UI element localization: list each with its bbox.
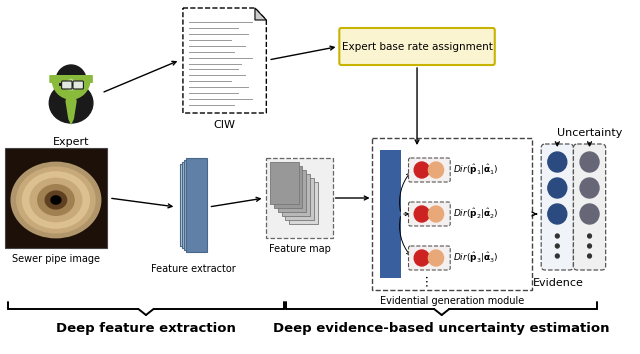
Circle shape [580,204,599,224]
Ellipse shape [50,195,61,205]
Text: Uncertainty: Uncertainty [557,128,622,138]
Circle shape [580,178,599,198]
FancyBboxPatch shape [274,166,302,208]
Text: $\cdots$: $\cdots$ [420,274,433,287]
FancyBboxPatch shape [372,138,532,290]
FancyBboxPatch shape [49,75,93,83]
Circle shape [414,206,429,222]
FancyBboxPatch shape [73,81,83,89]
Ellipse shape [45,190,67,210]
Text: Feature extractor: Feature extractor [151,264,236,274]
FancyBboxPatch shape [573,144,605,270]
Polygon shape [255,8,266,20]
Ellipse shape [16,166,96,234]
Circle shape [56,65,86,97]
Circle shape [556,234,559,238]
Text: $Dir(\hat{\mathbf{p}}_1|\hat{\mathbf{\alpha}}_1)$: $Dir(\hat{\mathbf{p}}_1|\hat{\mathbf{\al… [453,163,499,177]
Wedge shape [52,79,90,99]
Ellipse shape [49,83,93,123]
Text: Expert base rate assignment: Expert base rate assignment [342,41,492,51]
Polygon shape [183,8,266,113]
Circle shape [556,244,559,248]
Bar [186,158,207,252]
Circle shape [588,234,591,238]
Text: Deep feature extraction: Deep feature extraction [56,322,236,335]
Text: Sewer pipe image: Sewer pipe image [12,254,100,264]
FancyBboxPatch shape [289,182,317,224]
Circle shape [588,254,591,258]
FancyBboxPatch shape [278,170,306,212]
FancyBboxPatch shape [282,174,310,216]
Circle shape [588,244,591,248]
Ellipse shape [37,184,75,216]
Text: Expert: Expert [53,137,90,147]
Bar [184,160,201,250]
Bar [180,164,193,246]
Circle shape [428,250,444,266]
Text: $Dir(\hat{\mathbf{p}}_3|\hat{\mathbf{\alpha}}_3)$: $Dir(\hat{\mathbf{p}}_3|\hat{\mathbf{\al… [453,251,499,265]
Circle shape [580,152,599,172]
Polygon shape [65,95,77,125]
Text: Evidential generation module: Evidential generation module [380,296,524,306]
FancyBboxPatch shape [408,158,450,182]
Bar [182,162,197,248]
FancyBboxPatch shape [541,144,573,270]
FancyBboxPatch shape [270,162,299,204]
Circle shape [556,254,559,258]
FancyBboxPatch shape [61,81,72,89]
Ellipse shape [10,161,101,238]
Circle shape [414,162,429,178]
Circle shape [428,162,444,178]
FancyBboxPatch shape [266,158,333,238]
Text: Evidence: Evidence [533,278,584,288]
Circle shape [548,204,567,224]
Text: Deep evidence-based uncertainty estimation: Deep evidence-based uncertainty estimati… [273,322,610,335]
Circle shape [428,206,444,222]
FancyBboxPatch shape [408,246,450,270]
Wedge shape [62,79,80,90]
Bar [4,148,107,248]
Circle shape [548,152,567,172]
Text: $Dir(\hat{\mathbf{p}}_2|\hat{\mathbf{\alpha}}_2)$: $Dir(\hat{\mathbf{p}}_2|\hat{\mathbf{\al… [453,207,499,221]
Ellipse shape [22,171,90,229]
FancyBboxPatch shape [408,202,450,226]
FancyBboxPatch shape [59,83,83,86]
Circle shape [548,178,567,198]
Ellipse shape [29,178,83,222]
Text: Feature map: Feature map [269,244,330,254]
Circle shape [414,250,429,266]
Bar [380,150,401,278]
FancyBboxPatch shape [285,178,314,220]
Text: CIW: CIW [214,120,236,130]
FancyBboxPatch shape [339,28,495,65]
